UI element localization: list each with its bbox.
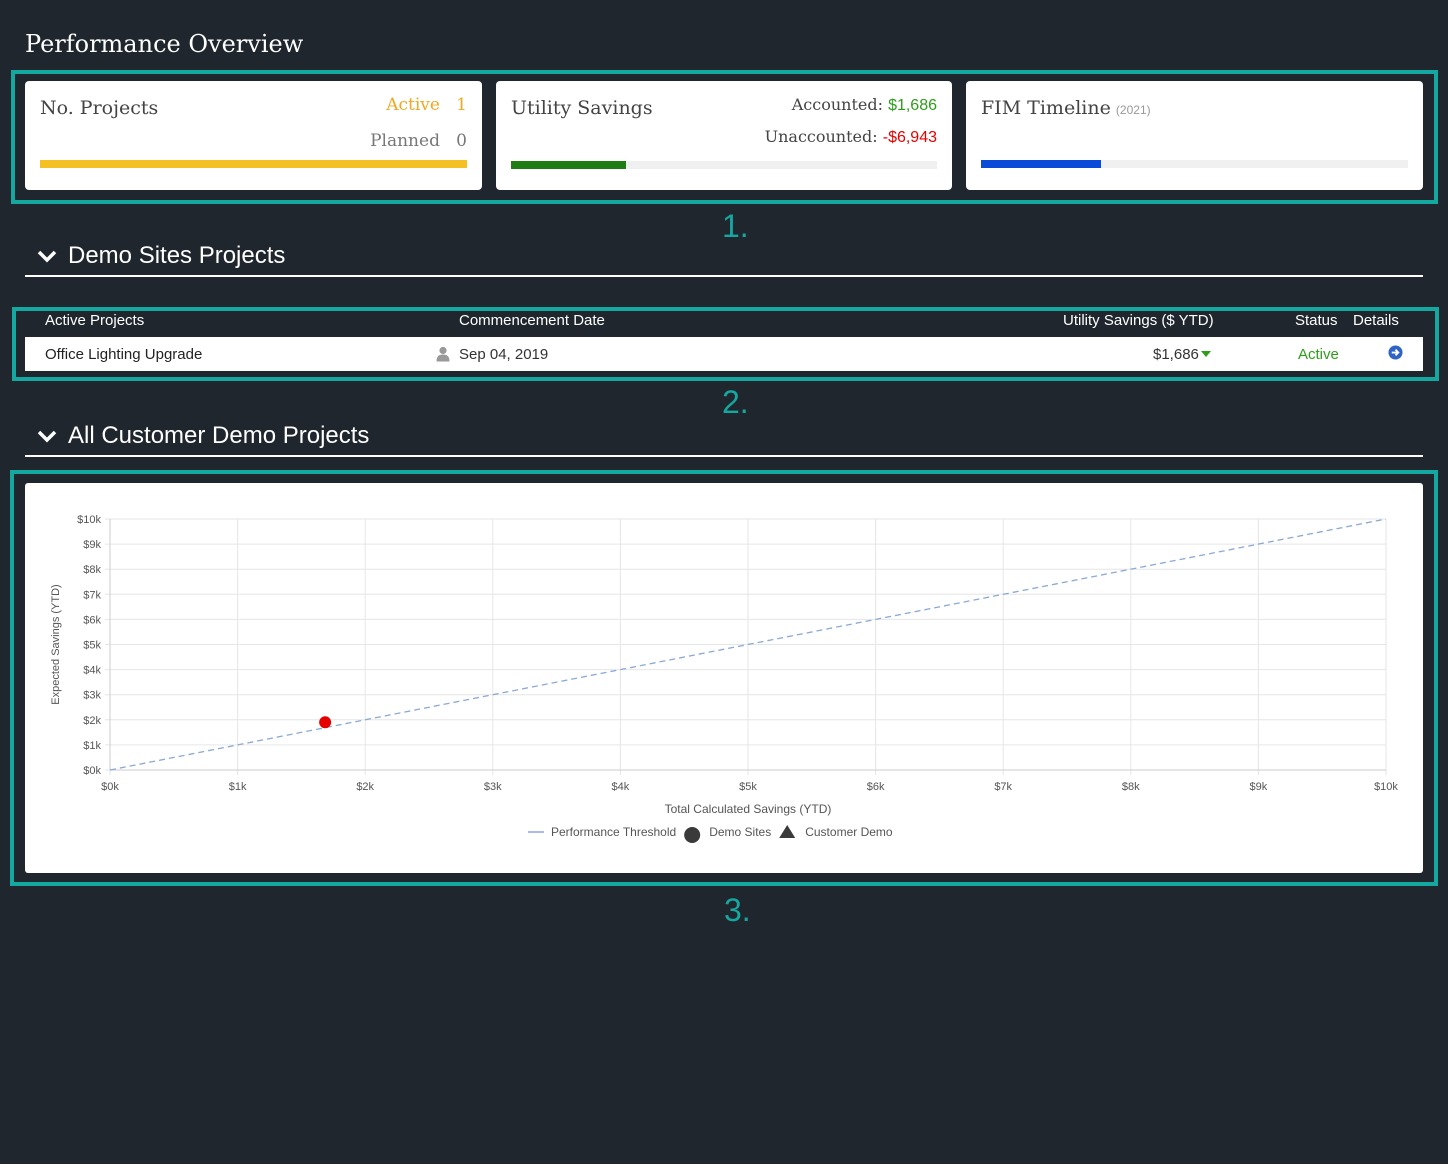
- chevron-down-icon: [37, 430, 57, 443]
- x-tick-label: $10k: [1374, 781, 1398, 793]
- fim-progress-fill: [981, 160, 1101, 168]
- legend-triangle-icon: [779, 825, 796, 838]
- x-tick-label: $9k: [1250, 781, 1268, 793]
- x-tick-label: $3k: [484, 781, 502, 793]
- planned-count-line: Planned 0: [370, 131, 467, 151]
- projects-progress-fill: [40, 160, 467, 168]
- page-title: Performance Overview: [25, 30, 304, 58]
- scatter-chart: $0k $1k $2k $3k $4k $5k $6k $7k $8k $9k $10k $0k $1k…: [50, 514, 1398, 843]
- y-axis-title: Expected Savings (YTD): [50, 584, 62, 704]
- planned-count: 0: [456, 131, 467, 151]
- utility-savings-value: $1,686: [1153, 346, 1199, 363]
- legend-label: Demo Sites: [709, 825, 771, 839]
- projects-card: No. Projects Active 1 Planned 0: [25, 81, 482, 190]
- x-tick-label: $4k: [612, 781, 630, 793]
- col-header-status: Status: [1295, 312, 1338, 329]
- y-tick-label: $9k: [83, 539, 101, 551]
- fim-title-line: FIM Timeline (2021): [981, 97, 1151, 119]
- y-tick-label: $8k: [83, 564, 101, 576]
- highlight-box-1: [11, 70, 1438, 204]
- col-header-project: Active Projects: [45, 312, 145, 329]
- accounted-line: Accounted: $1,686: [792, 95, 937, 115]
- unaccounted-value: -$6,943: [882, 129, 937, 146]
- planned-label: Planned: [370, 131, 440, 151]
- col-header-date: Commencement Date: [459, 312, 605, 329]
- marker-2: 2.: [722, 384, 749, 420]
- legend-label: Performance Threshold: [551, 825, 676, 839]
- utility-savings-title: Utility Savings: [511, 97, 653, 119]
- legend-circle-icon: [684, 827, 701, 843]
- y-tick-label: $1k: [83, 740, 101, 752]
- commencement-date: Sep 04, 2019: [459, 346, 549, 363]
- y-tick-label: $7k: [83, 589, 101, 601]
- x-axis-title: Total Calculated Savings (YTD): [665, 802, 832, 816]
- x-tick-label: $0k: [101, 781, 119, 793]
- y-tick-label: $6k: [83, 614, 101, 626]
- fim-timeline-card: FIM Timeline (2021): [966, 81, 1423, 190]
- fim-timeline-title: FIM Timeline: [981, 97, 1111, 119]
- status-text: Active: [1298, 346, 1339, 363]
- y-tick-label: $2k: [83, 715, 101, 727]
- savings-progress-bar: [511, 161, 937, 169]
- demo-sites-title[interactable]: Demo Sites Projects: [68, 242, 286, 269]
- unaccounted-line: Unaccounted: -$6,943: [765, 127, 937, 147]
- y-tick-label: $4k: [83, 665, 101, 677]
- marker-1: 1.: [722, 208, 749, 244]
- fim-progress-bar: [981, 160, 1408, 168]
- accounted-label: Accounted:: [791, 95, 883, 114]
- accounted-value: $1,686: [888, 97, 937, 114]
- active-count-line: Active 1: [386, 95, 467, 115]
- table-row[interactable]: Office Lighting Upgrade Sep 04, 2019 $1,…: [25, 337, 1423, 371]
- active-label: Active: [386, 95, 440, 115]
- all-customer-toggle[interactable]: [36, 426, 58, 453]
- x-tick-label: $2k: [356, 781, 374, 793]
- y-tick-label: $5k: [83, 640, 101, 652]
- x-tick-label: $1k: [229, 781, 247, 793]
- projects-progress-bar: [40, 160, 467, 168]
- project-name[interactable]: Office Lighting Upgrade: [45, 346, 203, 363]
- fim-year: (2021): [1115, 103, 1151, 117]
- unaccounted-label: Unaccounted:: [764, 127, 878, 146]
- x-tick-label: $8k: [1122, 781, 1140, 793]
- demo-sites-toggle[interactable]: [36, 246, 58, 273]
- legend-label: Customer Demo: [805, 825, 893, 839]
- y-tick-label: $10k: [77, 514, 101, 526]
- arrow-circle-right-icon[interactable]: [1388, 345, 1403, 360]
- threshold-line: [109, 518, 1387, 771]
- active-count: 1: [456, 95, 467, 115]
- highlight-box-3: [10, 470, 1438, 886]
- x-tick-label: $6k: [867, 781, 885, 793]
- demo-site-point: [319, 716, 332, 729]
- marker-3: 3.: [724, 892, 751, 928]
- y-tick-label: $0k: [83, 765, 101, 777]
- x-tick-label: $5k: [739, 781, 757, 793]
- col-header-savings: Utility Savings ($ YTD): [1063, 312, 1214, 329]
- savings-progress-fill: [511, 161, 627, 169]
- utility-savings-card: Utility Savings Accounted: $1,686 Unacco…: [496, 81, 952, 190]
- section-divider: [25, 275, 1423, 277]
- x-tick-label: $7k: [994, 781, 1012, 793]
- all-customer-title[interactable]: All Customer Demo Projects: [68, 422, 370, 449]
- caret-down-icon: [1201, 351, 1211, 357]
- user-icon: [436, 346, 450, 362]
- section-divider: [25, 455, 1423, 457]
- projects-card-title: No. Projects: [40, 97, 159, 119]
- y-tick-label: $3k: [83, 690, 101, 702]
- chart-card: $0k $1k $2k $3k $4k $5k $6k $7k $8k $9k $10k $0k $1k…: [25, 483, 1423, 873]
- chevron-down-icon: [37, 250, 57, 263]
- highlight-box-2: [12, 307, 1439, 381]
- col-header-details: Details: [1353, 312, 1399, 329]
